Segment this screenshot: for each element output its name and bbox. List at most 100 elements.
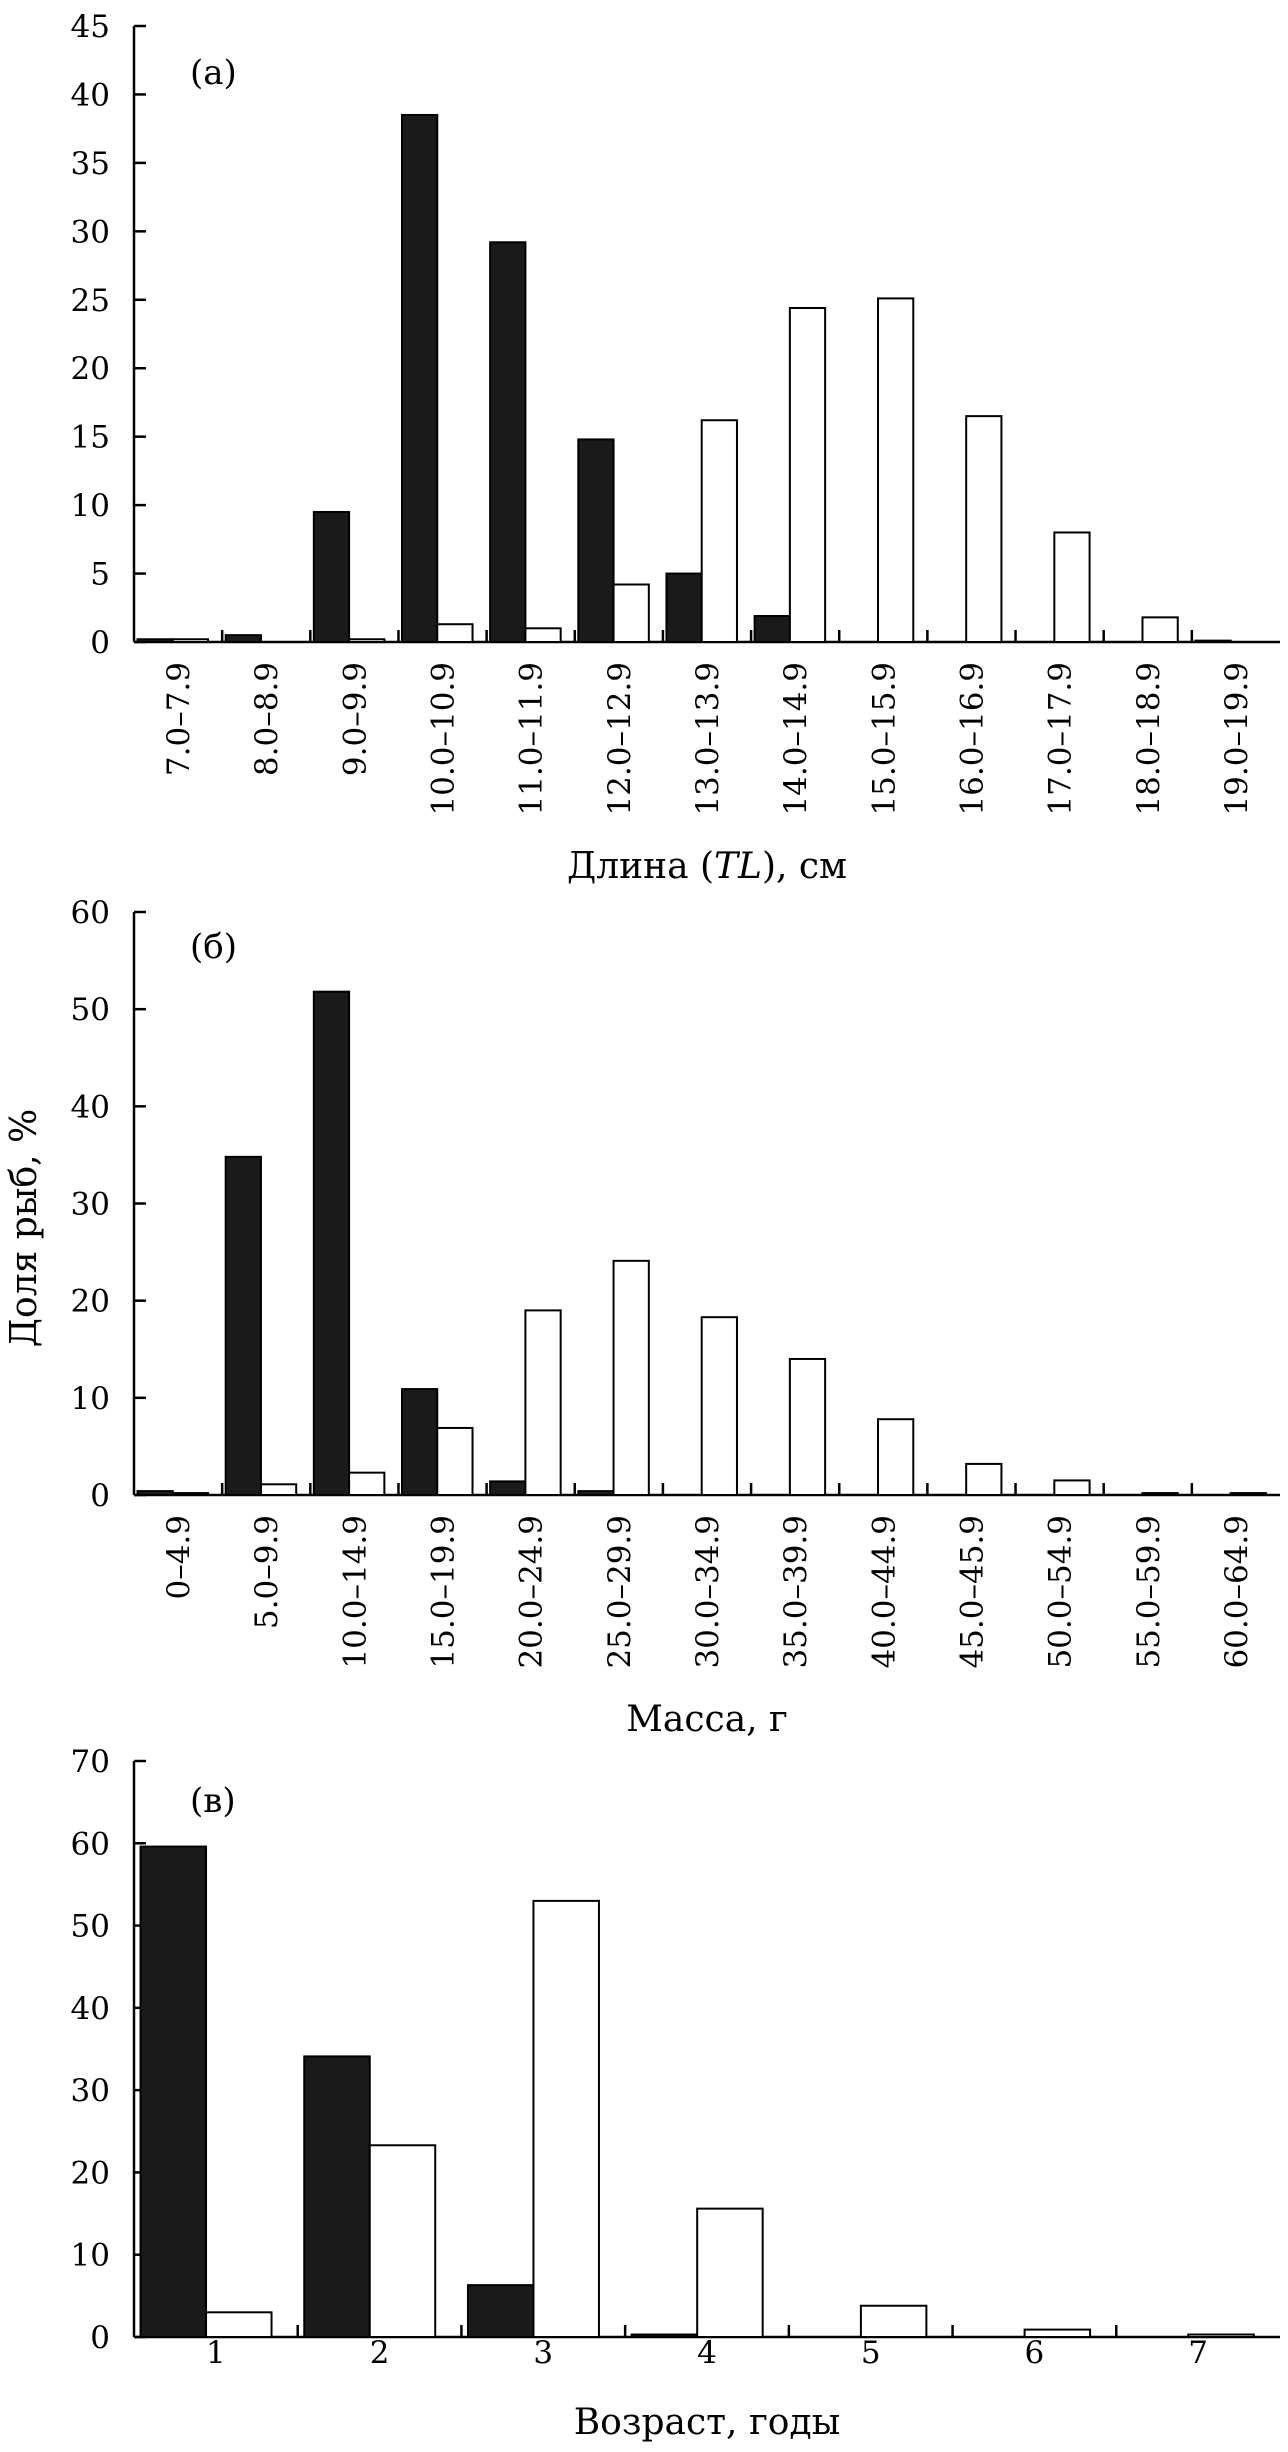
y-tick-label: 30 xyxy=(71,1187,110,1223)
panel-label: (а) xyxy=(190,53,237,93)
bar-light xyxy=(700,419,738,643)
panel-c-age-chart: 0 10 20 30 40 50 60 70 1 2 3 4 5 6 7 (в) Возраст, годы xyxy=(71,1744,1280,2443)
x-tick-label: 10.0–14.9 xyxy=(337,1515,373,1669)
bar-light xyxy=(965,415,1003,643)
bar-light xyxy=(259,1483,298,1496)
bar-dark xyxy=(224,1155,262,1496)
y-tick-label: 5 xyxy=(90,557,110,593)
x-tick-label: 15.0–19.9 xyxy=(426,1515,462,1669)
bar-light xyxy=(877,1418,915,1496)
panel-label: (в) xyxy=(190,1781,236,1821)
x-tick-label: 25.0–29.9 xyxy=(602,1515,638,1669)
y-tick-label: 40 xyxy=(71,1089,110,1125)
x-tick-label: 5 xyxy=(861,2335,881,2371)
bar-dark xyxy=(489,1480,527,1496)
x-tick-label: 4 xyxy=(697,2335,717,2371)
bar-dark xyxy=(139,1845,208,2338)
bar-dark xyxy=(577,438,615,643)
x-tick-label: 15.0–15.9 xyxy=(866,662,902,816)
y-tick-label: 20 xyxy=(71,2155,110,2191)
x-tick-label: 35.0–39.9 xyxy=(778,1515,814,1669)
bar-dark xyxy=(312,510,351,644)
bar-dark xyxy=(312,990,351,1497)
x-tick-label: 50.0–54.9 xyxy=(1043,1515,1079,1669)
bar-light xyxy=(348,638,386,643)
bar-light xyxy=(524,627,562,643)
bar-light xyxy=(877,297,915,643)
bar-dark xyxy=(303,2055,371,2339)
x-tick-label: 7 xyxy=(1188,2335,1208,2371)
panel-b-mass-chart: 0 10 20 30 40 50 60 0–4.9 5.0–9.9 10.0–14.9 15.0–1… xyxy=(71,895,1280,1740)
bar-light xyxy=(171,1492,210,1496)
y-tick-label: 10 xyxy=(71,1381,110,1417)
y-tick-label: 10 xyxy=(71,488,110,524)
x-tick-label: 10.0–10.9 xyxy=(426,662,462,816)
x-tick-label: 9.0–9.9 xyxy=(337,662,373,776)
x-axis-label: Возраст, годы xyxy=(574,2402,841,2443)
x-axis-label: Длина (TL), см xyxy=(567,846,847,887)
y-tick-label: 70 xyxy=(71,1744,110,1780)
x-tick-label: 40.0–44.9 xyxy=(866,1515,902,1669)
y-tick-label: 0 xyxy=(90,2320,110,2356)
x-tick-label: 0–4.9 xyxy=(161,1515,197,1600)
y-tick-label: 35 xyxy=(71,146,110,182)
y-tick-label: 60 xyxy=(71,1826,110,1862)
x-tick-label: 8.0–8.9 xyxy=(249,662,285,776)
y-tick-label: 60 xyxy=(71,895,110,931)
bar-light xyxy=(859,2304,928,2339)
y-tick-label: 20 xyxy=(71,1284,110,1320)
x-tick-label: 11.0–11.9 xyxy=(514,662,550,816)
x-tick-label: 18.0–18.9 xyxy=(1131,662,1167,816)
y-tick-label: 0 xyxy=(90,1478,110,1514)
panel-label: (б) xyxy=(190,927,237,967)
bar-light xyxy=(788,1357,827,1497)
x-tick-label: 5.0–9.9 xyxy=(249,1515,285,1629)
x-tick-label: 7.0–7.9 xyxy=(161,662,197,776)
bar-light xyxy=(436,623,474,644)
x-tick-label: 3 xyxy=(533,2335,553,2371)
bar-dark xyxy=(224,634,262,644)
bar-dark xyxy=(136,638,174,643)
bar-dark xyxy=(400,113,439,643)
x-tick-label: 20.0–24.9 xyxy=(514,1515,550,1669)
bar-light xyxy=(1141,616,1179,643)
bar-dark xyxy=(577,1490,615,1496)
y-tick-label: 20 xyxy=(71,351,110,387)
x-tick-label: 1 xyxy=(206,2335,226,2371)
y-tick-label: 50 xyxy=(71,992,110,1028)
y-tick-label: 30 xyxy=(71,214,110,250)
bar-light xyxy=(965,1462,1003,1496)
x-tick-label: 17.0–17.9 xyxy=(1043,662,1079,816)
x-axis-label: Масса, г xyxy=(626,1699,788,1740)
x-tick-label: 2 xyxy=(370,2335,390,2371)
bar-light xyxy=(696,2207,764,2338)
x-tick-label: 60.0–64.9 xyxy=(1219,1515,1255,1669)
bar-dark xyxy=(1194,639,1232,643)
bar-dark xyxy=(466,2284,535,2338)
bar-light xyxy=(1053,531,1091,643)
x-tick-label: 19.0–19.9 xyxy=(1219,662,1255,816)
bar-dark xyxy=(136,1490,174,1496)
bar-dark xyxy=(753,614,791,643)
bar-dark xyxy=(489,241,527,643)
x-tick-label: 30.0–34.9 xyxy=(690,1515,726,1669)
x-tick-label: 55.0–59.9 xyxy=(1131,1515,1167,1669)
y-tick-label: 45 xyxy=(71,9,110,45)
bar-dark xyxy=(630,2333,699,2339)
bar-light xyxy=(1229,1492,1267,1496)
bar-light xyxy=(524,1309,562,1496)
x-tick-label: 14.0–14.9 xyxy=(778,662,814,816)
bar-dark xyxy=(400,1388,439,1497)
panel-a-length-chart: 0 5 10 15 20 25 30 35 40 45 7.0–7.9 8.0–8.9 9.0–9.9 1… xyxy=(71,9,1280,887)
y-tick-label: 40 xyxy=(71,77,110,113)
bar-light xyxy=(368,2144,437,2338)
bar-light xyxy=(1053,1479,1091,1497)
bar-light xyxy=(205,2311,273,2338)
y-tick-label: 40 xyxy=(71,1991,110,2027)
bar-light xyxy=(612,1259,650,1497)
bar-light xyxy=(788,306,827,643)
bar-light xyxy=(436,1426,474,1496)
y-tick-label: 10 xyxy=(71,2238,110,2274)
y-tick-label: 30 xyxy=(71,2073,110,2109)
